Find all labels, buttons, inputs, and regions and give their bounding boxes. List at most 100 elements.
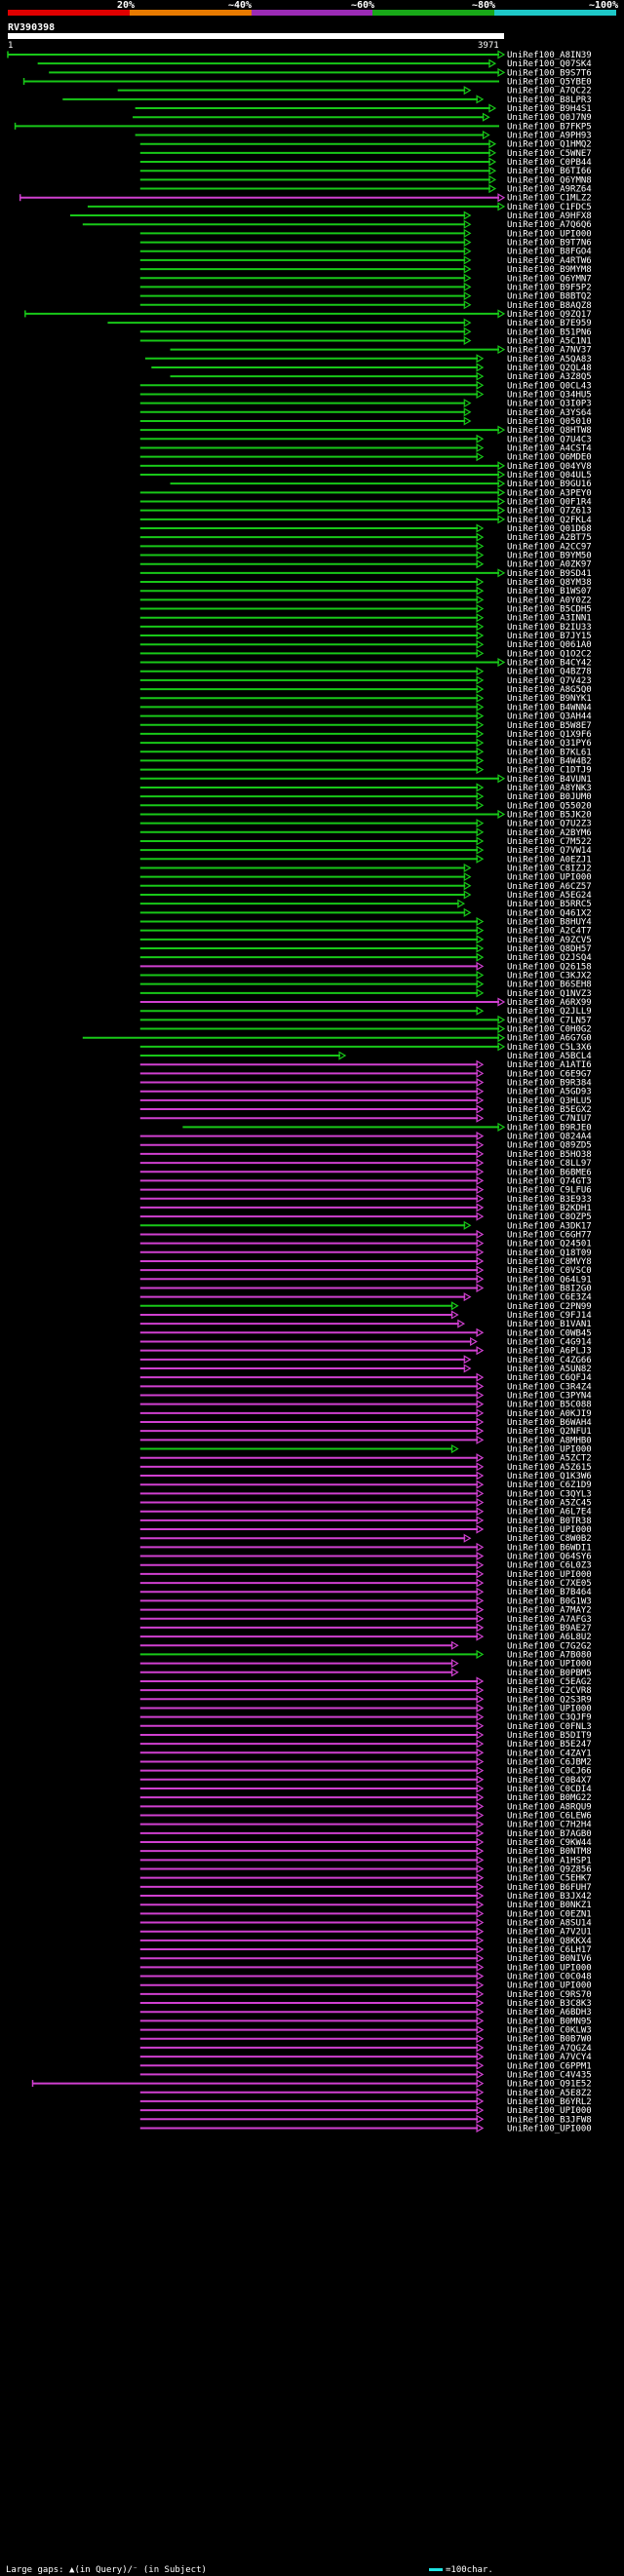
hit-label[interactable]: UniRef100_B0NTM8 bbox=[507, 1847, 592, 1857]
hit-label[interactable]: UniRef100_C1MLZ2 bbox=[507, 194, 592, 204]
hit-label[interactable]: UniRef100_UPI000 bbox=[507, 2124, 592, 2134]
hit-label[interactable]: UniRef100_A6CZ57 bbox=[507, 882, 592, 892]
hit-label[interactable]: UniRef100_A2BYM6 bbox=[507, 828, 592, 838]
hit-label[interactable]: UniRef100_Q89ZD5 bbox=[507, 1141, 592, 1151]
hit-label[interactable]: UniRef100_Q7V423 bbox=[507, 676, 592, 686]
hit-label[interactable]: UniRef100_C9KW44 bbox=[507, 1838, 592, 1848]
hit-label[interactable]: UniRef100_B1VAN1 bbox=[507, 1320, 592, 1329]
hit-label[interactable]: UniRef100_B7AGB0 bbox=[507, 1829, 592, 1839]
hit-label[interactable]: UniRef100_B6TI66 bbox=[507, 167, 592, 176]
hit-label[interactable]: UniRef100_A7Q6Q6 bbox=[507, 220, 592, 230]
hit-label[interactable]: UniRef100_A9HFX8 bbox=[507, 211, 592, 221]
hit-label[interactable]: UniRef100_A3INN1 bbox=[507, 614, 592, 624]
hit-label[interactable]: UniRef100_Q64SY6 bbox=[507, 1553, 592, 1562]
hit-label[interactable]: UniRef100_B9AE27 bbox=[507, 1624, 592, 1634]
hit-label[interactable]: UniRef100_Q2QL48 bbox=[507, 364, 592, 373]
hit-label[interactable]: UniRef100_B6YRL2 bbox=[507, 2097, 592, 2107]
hit-label[interactable]: UniRef100_A5ZCT2 bbox=[507, 1454, 592, 1464]
hit-label[interactable]: UniRef100_C7H2H4 bbox=[507, 1821, 592, 1830]
hit-label[interactable]: UniRef100_B51PN6 bbox=[507, 327, 592, 337]
hit-label[interactable]: UniRef100_A1HSP1 bbox=[507, 1856, 592, 1865]
hit-label[interactable]: UniRef100_A3YS64 bbox=[507, 408, 592, 418]
hit-label[interactable]: UniRef100_C3QJF9 bbox=[507, 1713, 592, 1723]
hit-label[interactable]: UniRef100_B9RJE0 bbox=[507, 1123, 592, 1133]
hit-label[interactable]: UniRef100_B4WNN4 bbox=[507, 703, 592, 712]
hit-label[interactable]: UniRef100_A5EG24 bbox=[507, 891, 592, 901]
hit-label[interactable]: UniRef100_Q3I0P3 bbox=[507, 400, 592, 409]
hit-label[interactable]: UniRef100_B7KL61 bbox=[507, 748, 592, 757]
hit-label[interactable]: UniRef100_C5L3X6 bbox=[507, 1043, 592, 1053]
hit-label[interactable]: UniRef100_Q8KKX4 bbox=[507, 1937, 592, 1946]
hit-label[interactable]: UniRef100_Q7VW14 bbox=[507, 846, 592, 856]
hit-label[interactable]: UniRef100_B6BME6 bbox=[507, 1168, 592, 1177]
hit-label[interactable]: UniRef100_C8IZJ2 bbox=[507, 864, 592, 873]
hit-label[interactable]: UniRef100_C3PYN4 bbox=[507, 1392, 592, 1402]
hit-label[interactable]: UniRef100_B4W4B2 bbox=[507, 756, 592, 766]
hit-label[interactable]: UniRef100_Q55020 bbox=[507, 801, 592, 811]
hit-label[interactable]: UniRef100_B0NIV6 bbox=[507, 1954, 592, 1964]
hit-label[interactable]: UniRef100_C6E9G7 bbox=[507, 1069, 592, 1079]
hit-label[interactable]: UniRef100_Q6YMN7 bbox=[507, 274, 592, 284]
hit-label[interactable]: UniRef100_B8BTQ2 bbox=[507, 292, 592, 302]
hit-label[interactable]: UniRef100_C3QYL3 bbox=[507, 1489, 592, 1499]
hit-label[interactable]: UniRef100_Q18T09 bbox=[507, 1249, 592, 1258]
hit-label[interactable]: UniRef100_C8MVY8 bbox=[507, 1257, 592, 1267]
hit-label[interactable]: UniRef100_Q7Z613 bbox=[507, 507, 592, 517]
hit-label[interactable]: UniRef100_C0CDI4 bbox=[507, 1785, 592, 1794]
hit-label[interactable]: UniRef100_Q3AH44 bbox=[507, 712, 592, 722]
hit-label[interactable]: UniRef100_A7VCY4 bbox=[507, 2053, 592, 2062]
hit-label[interactable]: UniRef100_B5RRC5 bbox=[507, 900, 592, 909]
hit-label[interactable]: UniRef100_Q824A4 bbox=[507, 1133, 592, 1142]
hit-label[interactable]: UniRef100_A0Y0Z2 bbox=[507, 596, 592, 605]
hit-label[interactable]: UniRef100_A6RX99 bbox=[507, 998, 592, 1008]
hit-label[interactable]: UniRef100_A7MAY2 bbox=[507, 1606, 592, 1616]
hit-label[interactable]: UniRef100_C3KJX2 bbox=[507, 972, 592, 981]
hit-label[interactable]: UniRef100_A6L7E4 bbox=[507, 1508, 592, 1518]
hit-label[interactable]: UniRef100_B6WDI1 bbox=[507, 1543, 592, 1553]
hit-label[interactable]: UniRef100_A8G5Q0 bbox=[507, 685, 592, 695]
hit-label[interactable]: UniRef100_Q04YV8 bbox=[507, 462, 592, 472]
hit-label[interactable]: UniRef100_C4V435 bbox=[507, 2070, 592, 2080]
hit-label[interactable]: UniRef100_Q64L91 bbox=[507, 1275, 592, 1285]
hit-label[interactable]: UniRef100_Q1X9F6 bbox=[507, 730, 592, 740]
hit-label[interactable]: UniRef100_B5W8E7 bbox=[507, 721, 592, 731]
hit-label[interactable]: UniRef100_A5UN82 bbox=[507, 1365, 592, 1374]
hit-label[interactable]: UniRef100_C8OZP5 bbox=[507, 1212, 592, 1222]
hit-label[interactable]: UniRef100_B8I2G0 bbox=[507, 1284, 592, 1293]
hit-label[interactable]: UniRef100_A8YNK3 bbox=[507, 784, 592, 793]
hit-label[interactable]: UniRef100_Q8HTW8 bbox=[507, 426, 592, 436]
hit-label[interactable]: UniRef100_Q04UL5 bbox=[507, 471, 592, 481]
hit-label[interactable]: UniRef100_A0KJI9 bbox=[507, 1409, 592, 1419]
hit-label[interactable]: UniRef100_Q2FKL4 bbox=[507, 516, 592, 525]
hit-label[interactable]: UniRef100_Q061A0 bbox=[507, 640, 592, 650]
hit-label[interactable]: UniRef100_B4CY42 bbox=[507, 659, 592, 669]
hit-label[interactable]: UniRef100_Q0CL43 bbox=[507, 381, 592, 391]
hit-label[interactable]: UniRef100_B9R384 bbox=[507, 1079, 592, 1089]
hit-label[interactable]: UniRef100_C0C048 bbox=[507, 1973, 592, 1982]
hit-label[interactable]: UniRef100_Q31PY6 bbox=[507, 739, 592, 749]
hit-label[interactable]: UniRef100_C0KLW3 bbox=[507, 2026, 592, 2036]
hit-label[interactable]: UniRef100_Q1HMQ2 bbox=[507, 140, 592, 150]
hit-label[interactable]: UniRef100_Q34HU5 bbox=[507, 390, 592, 400]
hit-label[interactable]: UniRef100_C4ZG66 bbox=[507, 1356, 592, 1365]
hit-label[interactable]: UniRef100_A9ZCV5 bbox=[507, 936, 592, 945]
hit-label[interactable]: UniRef100_C6GH77 bbox=[507, 1230, 592, 1240]
hit-label[interactable]: UniRef100_B9F5P2 bbox=[507, 283, 592, 292]
hit-label[interactable]: UniRef100_A5GD93 bbox=[507, 1088, 592, 1097]
hit-label[interactable]: UniRef100_UPI000 bbox=[507, 1963, 592, 1973]
hit-label[interactable]: UniRef100_B3JFW8 bbox=[507, 2115, 592, 2125]
hit-label[interactable]: UniRef100_B5JK20 bbox=[507, 810, 592, 820]
hit-label[interactable]: UniRef100_B5DIT9 bbox=[507, 1731, 592, 1741]
hit-label[interactable]: UniRef100_A6L8U2 bbox=[507, 1633, 592, 1642]
hit-label[interactable]: UniRef100_A9PH93 bbox=[507, 132, 592, 141]
hit-label[interactable]: UniRef100_A5ZC45 bbox=[507, 1499, 592, 1509]
hit-label[interactable]: UniRef100_Q0J7N9 bbox=[507, 113, 592, 123]
hit-label[interactable]: UniRef100_B7JY15 bbox=[507, 632, 592, 641]
hit-label[interactable]: UniRef100_B9YM50 bbox=[507, 552, 592, 561]
hit-label[interactable]: UniRef100_UPI000 bbox=[507, 873, 592, 883]
hit-label[interactable]: UniRef100_B5CDH5 bbox=[507, 605, 592, 615]
hit-label[interactable]: UniRef100_Q26158 bbox=[507, 962, 592, 972]
hit-label[interactable]: UniRef100_B0B7W0 bbox=[507, 2035, 592, 2045]
hit-label[interactable]: UniRef100_C1FDC5 bbox=[507, 203, 592, 212]
hit-label[interactable]: UniRef100_Q07SK4 bbox=[507, 59, 592, 69]
